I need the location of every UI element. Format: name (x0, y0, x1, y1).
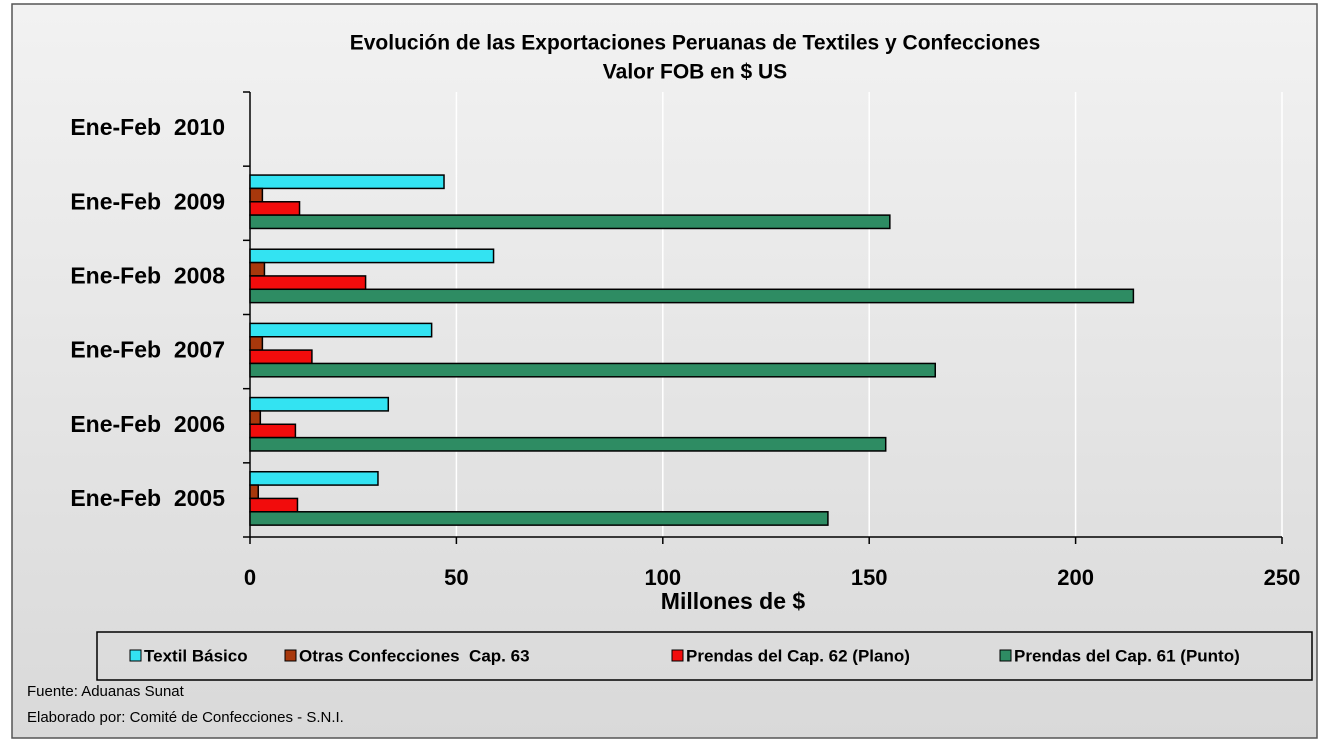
y-tick-label: Ene-Feb 2008 (70, 262, 225, 288)
legend-label: Prendas del Cap. 62 (Plano) (686, 646, 910, 665)
bar (249, 275, 367, 291)
legend-label: Prendas del Cap. 61 (Punto) (1014, 646, 1240, 665)
y-tick-label: Ene-Feb 2006 (70, 411, 225, 437)
bar (249, 261, 266, 277)
bar (249, 201, 301, 216)
x-tick-label: 50 (444, 565, 468, 590)
bar (249, 410, 262, 426)
bar (249, 349, 313, 365)
bar (249, 187, 264, 203)
x-tick-label: 0 (244, 565, 256, 590)
bar (249, 174, 445, 190)
legend-swatch (129, 649, 142, 662)
legend-swatch (671, 649, 684, 662)
bar (249, 322, 433, 338)
legend-swatch (284, 649, 297, 662)
bar (249, 336, 264, 351)
y-tick-label: Ene-Feb 2010 (70, 114, 225, 140)
x-axis-label: Millones de $ (661, 588, 806, 614)
legend-label: Textil Básico (144, 646, 248, 665)
bar (249, 423, 297, 439)
bar (249, 248, 495, 264)
bar (249, 497, 299, 513)
legend-label: Otras Confecciones Cap. 63 (299, 646, 530, 665)
bar (249, 214, 891, 230)
y-tick-label: Ene-Feb 2005 (70, 485, 225, 511)
bar (249, 288, 1135, 304)
bar (249, 484, 260, 500)
legend-swatch (999, 649, 1012, 662)
x-tick-label: 150 (851, 565, 888, 590)
source-note: Fuente: Aduanas Sunat (27, 683, 185, 700)
bar (249, 470, 379, 486)
legend-box (96, 631, 1313, 681)
x-tick-label: 100 (644, 565, 681, 590)
x-tick-label: 200 (1057, 565, 1094, 590)
bar (249, 436, 887, 452)
bar (249, 396, 390, 412)
credit-note: Elaborado por: Comité de Confecciones - … (27, 709, 344, 726)
bar (249, 511, 829, 526)
x-tick-label: 250 (1264, 565, 1301, 590)
chart-subtitle: Valor FOB en $ US (603, 61, 787, 84)
chart-title: Evolución de las Exportaciones Peruanas … (350, 32, 1041, 55)
bar (249, 362, 936, 378)
y-tick-label: Ene-Feb 2009 (70, 188, 225, 214)
y-tick-label: Ene-Feb 2007 (70, 337, 225, 363)
